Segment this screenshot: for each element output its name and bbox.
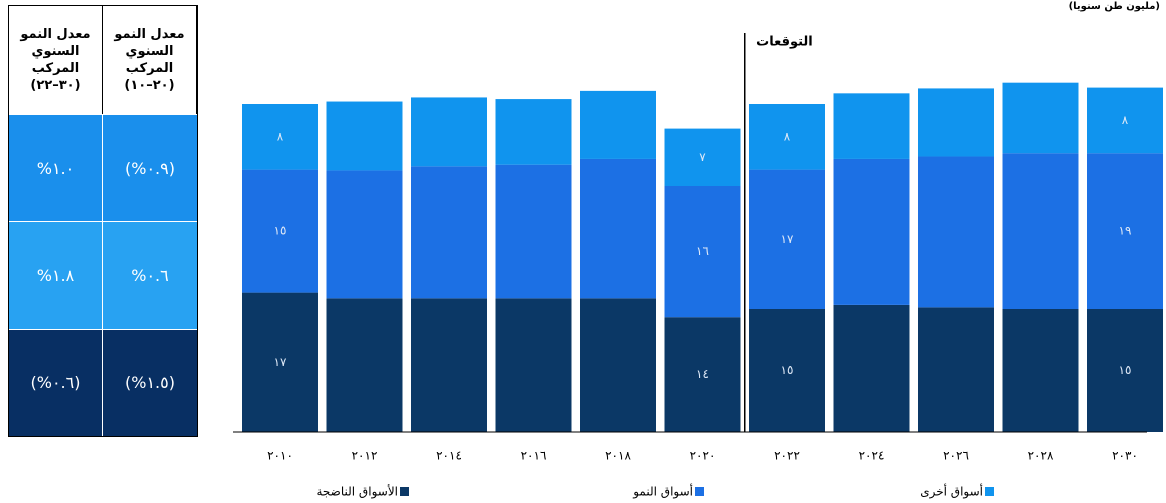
bar-segment [749, 169, 825, 309]
value-label: ١٥ [274, 224, 287, 238]
bar-segment [411, 97, 487, 167]
value-label: ١٩ [1119, 224, 1132, 238]
legend-label: أسواق أخرى [920, 484, 983, 500]
bar-segment [411, 298, 487, 432]
bar-segment [242, 104, 318, 170]
unit-label: (مليون طن سنويا) [1069, 1, 1160, 12]
x-tick-label: ٢٠١٦ [521, 449, 547, 463]
bar-segment [495, 99, 572, 165]
header-line: معدل النمو [20, 27, 91, 42]
bar-segment [580, 90, 656, 159]
x-tick-label: ٢٠١٠ [267, 449, 293, 463]
x-tick-label: ٢٠١٨ [605, 449, 631, 463]
value-label: ١٥ [781, 363, 794, 377]
value-label: ١٦ [696, 244, 709, 258]
value-label: ٨ [277, 129, 284, 143]
x-tick-label: ٢٠٢٨ [1028, 449, 1054, 463]
table-cell: %٠.٦ [103, 221, 197, 329]
value-label: ٧ [699, 150, 706, 164]
value-label: ١٤ [696, 367, 709, 381]
bar-segment [833, 304, 910, 432]
legend-swatch [985, 487, 994, 496]
bar-segment [580, 158, 656, 299]
growth-table: معدل النمو السنوي المركب (٣٠–٢٢) معدل النمو ا… [8, 5, 198, 437]
x-tick-label: ٢٠٣٠ [1112, 449, 1138, 463]
bar-segment [1002, 82, 1079, 154]
bar-segment [326, 170, 403, 299]
bar-segment [242, 292, 318, 432]
value-label: ١٥ [1119, 363, 1132, 377]
bar-segment [664, 317, 741, 432]
legend-swatch [695, 487, 704, 496]
table-cell: (%٠.٩) [103, 114, 197, 222]
header-line: معدل النمو [114, 27, 185, 42]
bar-segment [664, 128, 741, 186]
bar-segment [326, 298, 403, 432]
table-cell: %١.٠ [9, 114, 103, 222]
bar-segment [833, 93, 910, 159]
x-tick-label: ٢٠٢٠ [690, 449, 716, 463]
table-cell: %١.٨ [9, 221, 103, 329]
x-tick-label: ٢٠٢٢ [774, 449, 800, 463]
bar-segment [1087, 87, 1163, 154]
table-cell: (%١.٥) [103, 328, 197, 436]
header-line: (٣٠–٢٢) [30, 78, 81, 93]
value-label: ٨ [1122, 113, 1129, 127]
header-line: المركب [125, 61, 174, 76]
x-tick-label: ٢٠٢٦ [943, 449, 969, 463]
table-header: معدل النمو السنوي المركب (٣٠–٢٢) [9, 6, 103, 114]
bar-segment [833, 158, 910, 305]
x-tick-label: ٢٠٢٤ [859, 449, 885, 463]
bar-segment [1087, 153, 1163, 309]
x-tick-label: ٢٠١٢ [352, 449, 378, 463]
bar-segment [242, 169, 318, 293]
bar-segment [749, 309, 825, 432]
bar-segment [580, 298, 656, 432]
bar-segment [918, 156, 994, 308]
bar-segment [495, 298, 572, 432]
bar-segment [918, 88, 994, 157]
legend-label: أسواق النمو [632, 484, 693, 500]
bar-segment [411, 166, 487, 299]
bar-segment [1087, 309, 1163, 432]
bar-segment [495, 164, 572, 299]
forecast-label: التوقعات [756, 35, 813, 50]
x-tick-label: ٢٠١٤ [436, 449, 462, 463]
value-label: ١٧ [781, 232, 794, 246]
table-header: معدل النمو السنوي المركب (٢٠–١٠) [103, 6, 197, 114]
value-label: ٨ [784, 129, 791, 143]
legend-swatch [400, 487, 409, 496]
header-line: السنوي [31, 44, 80, 59]
value-label: ١٧ [274, 355, 287, 369]
bar-segment [326, 101, 403, 171]
header-line: (٢٠–١٠) [124, 78, 175, 93]
header-line: المركب [31, 61, 80, 76]
bar-segment [664, 186, 741, 318]
legend-label: الأسواق الناضجة [316, 484, 398, 500]
header-line: السنوي [125, 44, 174, 59]
table-cell: (%٠.٦) [9, 328, 103, 436]
bar-segment [1002, 309, 1079, 432]
bar-segment [1002, 153, 1079, 309]
bar-segment [749, 104, 825, 170]
bar-segment [918, 307, 994, 432]
